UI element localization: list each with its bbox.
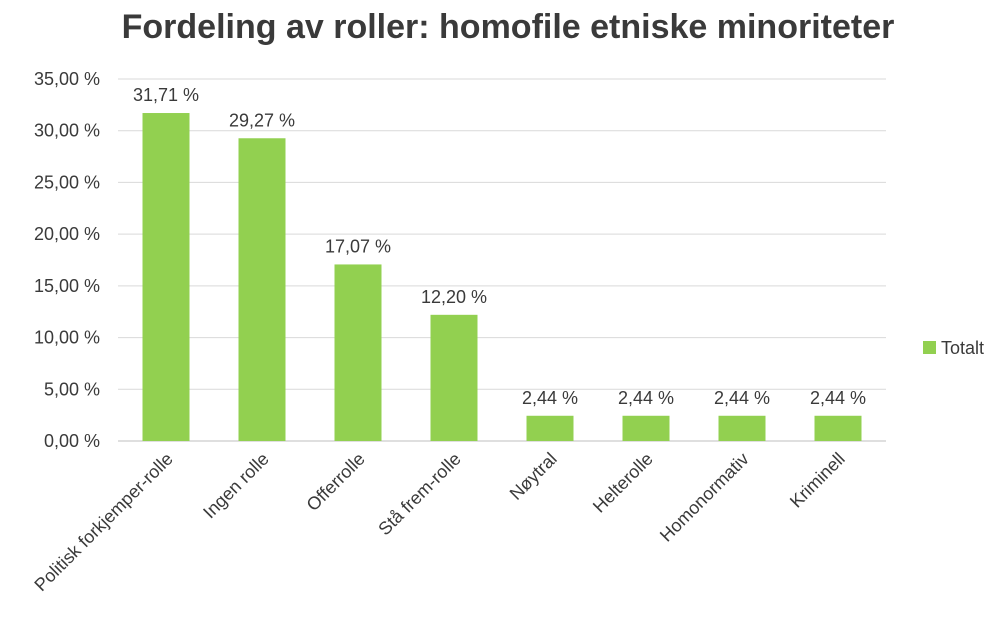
- legend: Totalt: [923, 338, 984, 358]
- data-label: 2,44 %: [810, 388, 866, 408]
- gridlines: [118, 78, 886, 442]
- data-label: 2,44 %: [522, 388, 578, 408]
- x-tick-label: Nøytral: [506, 449, 561, 504]
- bar: [142, 113, 190, 441]
- bar: [526, 415, 574, 441]
- data-label: 29,27 %: [229, 110, 295, 130]
- x-tick-label: Offerrolle: [303, 449, 369, 515]
- bar: [334, 264, 382, 441]
- y-tick-label: 25,00 %: [34, 172, 100, 192]
- y-axis-ticks: 0,00 % 5,00 % 10,00 % 15,00 % 20,00 % 25,00 %…: [34, 69, 100, 451]
- x-tick-label: Politisk forkjemper-rolle: [30, 449, 176, 595]
- data-label: 2,44 %: [618, 388, 674, 408]
- y-tick-label: 15,00 %: [34, 276, 100, 296]
- y-tick-label: 10,00 %: [34, 328, 100, 348]
- x-tick-label: Helterolle: [589, 449, 657, 517]
- data-labels: 31,71 % 29,27 % 17,07 % 12,20 % 2,44 % 2,44 %…: [133, 85, 866, 408]
- data-label: 12,20 %: [421, 287, 487, 307]
- data-label: 17,07 %: [325, 236, 391, 256]
- x-axis-categories: Politisk forkjemper-rolle Ingen rolle Offe…: [30, 449, 848, 595]
- bar: [718, 415, 766, 441]
- y-tick-label: 35,00 %: [34, 69, 100, 89]
- bar: [238, 138, 286, 441]
- legend-swatch: [923, 341, 936, 354]
- chart-title: Fordeling av roller: homofile etniske mi…: [122, 8, 895, 46]
- bar: [814, 415, 862, 441]
- data-label: 31,71 %: [133, 85, 199, 105]
- legend-label: Totalt: [941, 338, 984, 358]
- x-tick-label: Stå frem-rolle: [374, 449, 465, 540]
- bar: [430, 314, 478, 441]
- y-tick-label: 0,00 %: [44, 431, 100, 451]
- y-tick-label: 5,00 %: [44, 379, 100, 399]
- y-tick-label: 20,00 %: [34, 224, 100, 244]
- x-tick-label: Ingen rolle: [199, 449, 273, 523]
- x-tick-label: Homonormativ: [656, 449, 753, 546]
- bars: [142, 113, 862, 441]
- y-tick-label: 30,00 %: [34, 121, 100, 141]
- x-tick-label: Kriminell: [786, 449, 849, 512]
- data-label: 2,44 %: [714, 388, 770, 408]
- bar: [622, 415, 670, 441]
